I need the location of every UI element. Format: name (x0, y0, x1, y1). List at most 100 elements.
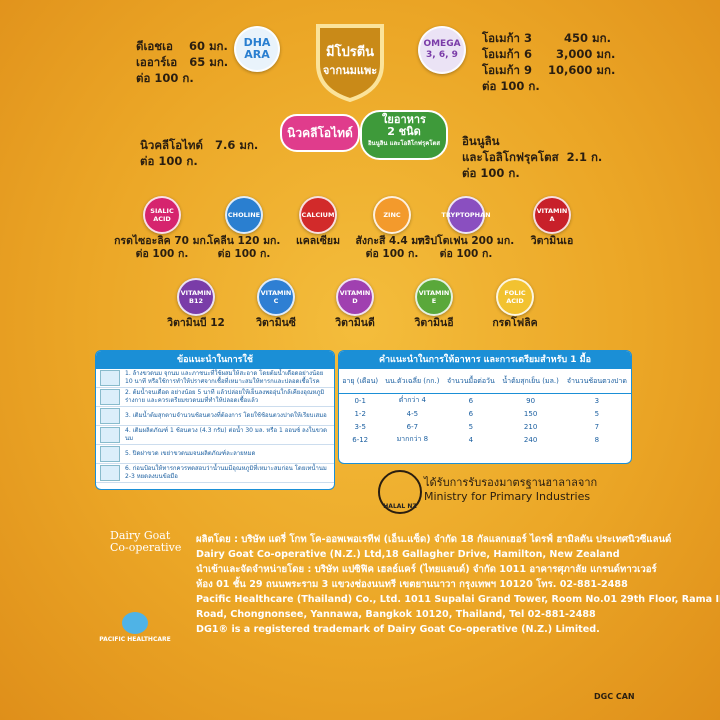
label-line: แคลเซียม (295, 235, 340, 247)
nutrient-label: สังกะสี 4.4 มก. ต่อ 100 ก. (337, 235, 447, 261)
logo-text: Co-operative (110, 541, 182, 554)
nutrient-icon: VITAMIN B12 (177, 278, 215, 316)
icon-text: ACID (506, 297, 524, 305)
header-cell: นน.ตัวเฉลี่ย (กก.) (385, 376, 440, 385)
label-line: วิตามินอี (414, 317, 454, 329)
label-line: กรดโฟลิค (492, 317, 538, 329)
step-text: 4. เติมผลิตภัณฑ์ 1 ช้อนตวง (4.3 กรัม) ต่… (125, 427, 328, 442)
feeding-panel: คำแนะนำในการให้อาหาร และการเตรียมสำหรับ … (338, 350, 632, 464)
badge-text: ARA (244, 48, 270, 61)
label-line: โคลีน 120 มก. (207, 235, 281, 247)
steps: 1. ล้างขวดนม จุกนม และภาชนะที่ใช้ผสมให้ส… (96, 369, 334, 483)
halal-text: ได้รับการรับรองมาตรฐานฮาลาลจาก Ministry f… (424, 476, 597, 504)
fiber-badge: ใยอาหาร 2 ชนิด อินนูลิน และโอลิโกฟรุคโตส (360, 110, 448, 160)
nutrient-line: ต่อ 100 ก. (140, 154, 198, 168)
table-cell: 7 (594, 422, 600, 431)
step: 6. ก่อนป้อนให้ทารกควรทดสอบว่าน้ำนมมีอุณห… (96, 464, 334, 483)
fiber-text: อินนูลิน และโอลิโกฟรุคโตส 2.1 ก. ต่อ 100 ก… (462, 133, 602, 181)
table-cell: 4-5 (406, 409, 419, 418)
manufacturer-line: Dairy Goat Co-operative (N.Z.) Ltd,18 Ga… (196, 549, 620, 560)
manufacturer-line: นำเข้าและจัดจำหน่ายโดย : บริษัท แปซิฟิค … (196, 564, 657, 575)
nutrient-line: นิวคลีโอไทด์ 7.6 มก. (140, 138, 259, 152)
nutrient-icon: CHOLINE (225, 196, 263, 234)
label-line: ทริปโตเฟน 200 มก. (417, 235, 515, 247)
nutrient-label: วิตามินดี (300, 317, 410, 330)
step-icon (100, 370, 120, 386)
nutrient-line: ต่อ 100 ก. (462, 166, 520, 180)
table-cell: 6 (468, 396, 474, 405)
nutrient-label: ทริปโตเฟน 200 มก. ต่อ 100 ก. (411, 235, 521, 261)
table-cell: 1-2 (354, 409, 366, 418)
icon-text: A (549, 215, 555, 223)
table-cell: 5 (594, 409, 600, 418)
nutrient-label: กรดโฟลิค (460, 317, 570, 330)
nutrient-icon: CALCIUM (299, 196, 337, 234)
label-line: กรดไซอะลิค 70 มก. (114, 235, 210, 247)
nutrient-line: ต่อ 100 ก. (482, 79, 540, 93)
nutrient-line: ต่อ 100 ก. (136, 71, 194, 85)
step-text: 6. ก่อนป้อนให้ทารกควรทดสอบว่าน้ำนมมีอุณห… (125, 465, 327, 480)
dha-badge: DHA ARA (234, 26, 280, 72)
table-row: 3-5 6-7 5 210 7 (339, 420, 631, 433)
nutrient-icon: VITAMIN E (415, 278, 453, 316)
panel-title: ข้อแนะนำในการใช้ (96, 351, 334, 369)
nutrient-icon: TRYPTOPHAN (441, 196, 491, 234)
label-line: วิตามินดี (335, 317, 375, 329)
table-cell: 3-5 (354, 422, 366, 431)
step: 5. ปิดฝาขวด เขย่าขวดนมจนผลิตภัณฑ์ละลายหม… (96, 445, 334, 464)
label-line: วิตามินซี (256, 317, 296, 329)
badge-text: DHA (243, 36, 271, 49)
table-cell: 210 (523, 422, 538, 431)
header-row: อายุ (เดือน) นน.ตัวเฉลี่ย (กก.) จำนวนมื้อต… (339, 369, 631, 394)
manufacturer-line: Pacific Healthcare (Thailand) Co., Ltd. … (196, 594, 720, 605)
label-line: ต่อ 100 ก. (365, 248, 419, 260)
table-cell: 6-7 (406, 422, 419, 431)
table-row: 0-1 ต่ำกว่า 4 6 90 3 (339, 394, 631, 408)
nutrient-label: วิตามินอี (379, 317, 489, 330)
nutrient-line: โอเมก้า 6 3,000 มก. (482, 47, 616, 61)
nutrient-label: กรดไซอะลิค 70 มก. ต่อ 100 ก. (107, 235, 217, 261)
icon-text: ZINC (383, 211, 401, 219)
step-icon (100, 446, 120, 462)
label-line: ต่อ 100 ก. (439, 248, 493, 260)
label-line: ต่อ 100 ก. (135, 248, 189, 260)
icon-text: VITAMIN (260, 289, 292, 297)
step-text: 1. ล้างขวดนม จุกนม และภาชนะที่ใช้ผสมให้ส… (125, 370, 324, 385)
left-nutrients: ดีเอชเอ 60 มก. เออาร์เอ 65 มก. ต่อ 100 ก. (136, 38, 228, 86)
step: 4. เติมผลิตภัณฑ์ 1 ช้อนตวง (4.3 กรัม) ต่… (96, 426, 334, 445)
header-cell: อายุ (เดือน) (342, 376, 379, 385)
table-cell: มากกว่า 8 (396, 435, 429, 443)
shield-text: จากนมแพะ (323, 64, 377, 77)
icon-text: VITAMIN (339, 289, 371, 297)
nutrient-label: วิตามินเอ (497, 235, 607, 248)
badge-text: ใยอาหาร (382, 113, 426, 126)
nutrient-icon: VITAMIN D (336, 278, 374, 316)
nutrient-label: วิตามินซี (221, 317, 331, 330)
nutrient-icon: SIALIC ACID (143, 196, 181, 234)
table-cell: 0-1 (354, 396, 366, 405)
icon-text: TRYPTOPHAN (441, 211, 491, 219)
icon-text: B12 (189, 297, 203, 305)
table-cell: 6-12 (352, 435, 369, 444)
table-cell: 5 (468, 422, 474, 431)
table-cell: 8 (594, 435, 600, 444)
badge-text: อินนูลิน และโอลิโกฟรุคโตส (367, 140, 441, 147)
step-icon (100, 465, 120, 481)
step: 2. ต้มน้ำจนเดือด อย่างน้อย 5 นาที แล้วปล… (96, 388, 334, 407)
step-icon (100, 389, 120, 405)
step-icon (100, 427, 120, 443)
icon-text: CALCIUM (301, 211, 335, 219)
nutrient-line: ดีเอชเอ 60 มก. (136, 39, 228, 53)
icon-text: C (273, 297, 279, 305)
step-text: 3. เติมน้ำต้มสุกตามจำนวนช้อนตวงที่ต้องกา… (125, 412, 327, 419)
badge-text: OMEGA (423, 39, 461, 49)
logo-text: Dairy Goat (110, 529, 171, 542)
label-line: ต่อ 100 ก. (217, 248, 271, 260)
manufacturer-line: ผลิตโดย : บริษัท แดรี่ โกท โค-ออพเพอเรที… (196, 534, 672, 545)
table-row: 1-2 4-5 6 150 5 (339, 407, 631, 420)
nutrient-icon: VITAMIN C (257, 278, 295, 316)
nutrient-line: เออาร์เอ 65 มก. (136, 55, 229, 69)
nutrient-line: โอเมก้า 9 10,600 มก. (482, 63, 616, 77)
step: 3. เติมน้ำต้มสุกตามจำนวนช้อนตวงที่ต้องกา… (96, 407, 334, 426)
